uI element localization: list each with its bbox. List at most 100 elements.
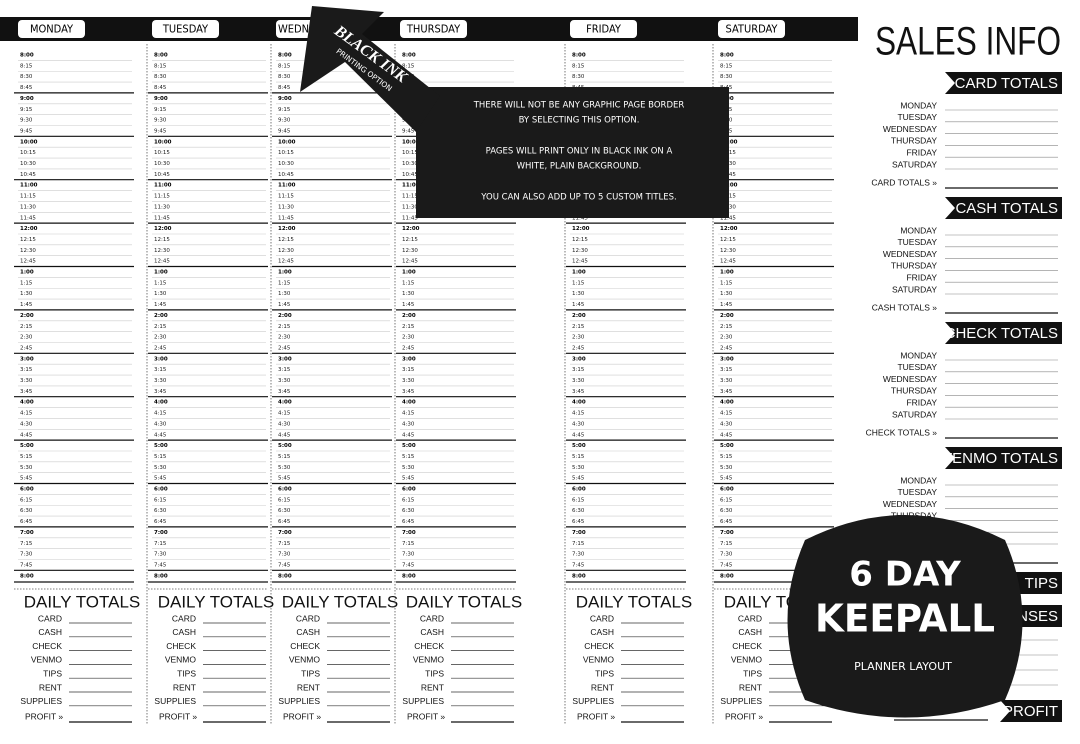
time-label: 5:00 [720, 443, 734, 449]
time-label: 7:15 [720, 541, 733, 547]
time-label: 1:15 [720, 280, 733, 286]
time-label: 11:45 [20, 215, 36, 221]
time-label: 3:15 [278, 367, 291, 373]
time-label: 6:15 [402, 497, 415, 503]
time-label: 6:15 [154, 497, 167, 503]
time-label: 4:45 [154, 432, 167, 438]
time-label: 8:00 [720, 53, 734, 59]
time-label: 1:00 [154, 270, 168, 276]
time-label: 1:45 [402, 302, 415, 308]
time-label: 3:45 [572, 389, 585, 395]
sales-day: TUESDAY [897, 487, 937, 497]
time-label: 9:45 [20, 128, 33, 134]
sales-day: WEDNESDAY [883, 249, 937, 259]
totals-row-label: VENMO [165, 655, 197, 665]
time-label: 1:00 [402, 270, 416, 276]
time-label: 10:45 [278, 172, 294, 178]
time-label: 8:00 [20, 53, 34, 59]
time-label: 1:45 [278, 302, 291, 308]
time-label: 11:30 [402, 204, 418, 210]
time-label: 1:00 [20, 270, 34, 276]
time-label: 3:30 [20, 378, 33, 384]
time-label: 11:45 [278, 215, 294, 221]
section-banner [945, 197, 1062, 219]
section-title: VENMO TOTALS [942, 450, 1058, 467]
time-label: 3:30 [572, 378, 585, 384]
time-label: 3:00 [278, 356, 292, 362]
notice-box [416, 87, 729, 218]
time-label: 12:45 [572, 259, 588, 265]
totals-row-label: CHECK [584, 641, 614, 651]
time-label: 10:30 [20, 161, 36, 167]
time-label: 12:45 [402, 259, 418, 265]
time-label: 6:45 [402, 519, 415, 525]
section-banner [945, 447, 1062, 469]
day-pill [400, 20, 467, 38]
time-label: 7:30 [154, 552, 167, 558]
totals-row-label: CASH [38, 627, 62, 637]
totals-row-label: SUPPLIES [20, 696, 62, 706]
totals-row-label: CHECK [732, 641, 762, 651]
time-label: 11:45 [154, 215, 170, 221]
time-label: 2:00 [154, 313, 168, 319]
time-label: 7:30 [720, 552, 733, 558]
time-label: 12:00 [154, 226, 172, 232]
time-label: 6:45 [278, 519, 291, 525]
time-label: 8:00 [402, 573, 416, 579]
sales-day: MONDAY [900, 225, 937, 235]
time-label: 9:30 [154, 118, 167, 124]
sales-day: SATURDAY [892, 284, 937, 294]
totals-row-label: SUPPLIES [720, 696, 762, 706]
time-label: 6:30 [572, 508, 585, 514]
time-label: 2:00 [572, 313, 586, 319]
time-label: 3:30 [154, 378, 167, 384]
time-label: 9:30 [278, 118, 291, 124]
time-label: 7:15 [572, 541, 585, 547]
time-label: 12:45 [154, 259, 170, 265]
totals-row-label: CHECK [166, 641, 196, 651]
time-label: 3:45 [154, 389, 167, 395]
sales-day: TUESDAY [897, 112, 937, 122]
time-label: 4:45 [20, 432, 33, 438]
time-label: 5:45 [154, 476, 167, 482]
time-label: 8:45 [154, 85, 167, 91]
time-label: 2:00 [278, 313, 292, 319]
day-label: MONDAY [30, 23, 74, 36]
time-label: 5:00 [278, 443, 292, 449]
time-label: 5:45 [20, 476, 33, 482]
time-label: 7:15 [402, 541, 415, 547]
time-label: 12:30 [278, 248, 294, 254]
section-total: CHECK TOTALS » [866, 427, 938, 437]
time-label: 4:30 [572, 421, 585, 427]
time-label: 10:15 [20, 150, 36, 156]
profit-label: PROFIT » [25, 711, 63, 721]
time-label: 6:45 [20, 519, 33, 525]
time-label: 1:30 [402, 291, 415, 297]
time-label: 3:45 [20, 389, 33, 395]
time-label: 3:45 [720, 389, 733, 395]
time-label: 1:00 [720, 270, 734, 276]
notice-line: YOU CAN ALSO ADD UP TO 5 CUSTOM TITLES. [480, 193, 676, 203]
time-label: 7:45 [402, 562, 415, 568]
time-label: 10:45 [20, 172, 36, 178]
time-label: 10:00 [20, 139, 38, 145]
time-label: 4:45 [402, 432, 415, 438]
time-label: 11:00 [278, 183, 296, 189]
totals-row-label: CARD [296, 613, 320, 623]
time-label: 1:30 [154, 291, 167, 297]
time-label: 5:00 [20, 443, 34, 449]
time-label: 8:30 [154, 74, 167, 80]
day-label: SATURDAY [726, 23, 779, 36]
time-label: 12:00 [20, 226, 38, 232]
time-label: 12:15 [402, 237, 418, 243]
totals-row-label: TIPS [743, 668, 762, 678]
time-label: 5:45 [572, 476, 585, 482]
time-label: 11:00 [154, 183, 172, 189]
totals-row-label: CARD [590, 613, 614, 623]
totals-row-label: VENMO [413, 655, 445, 665]
notice-arrow [300, 6, 440, 132]
sales-day: FRIDAY [906, 272, 937, 282]
section-total: CARD TOTALS » [871, 177, 937, 187]
time-label: 10:15 [278, 150, 294, 156]
sales-day: WEDNESDAY [883, 124, 937, 134]
